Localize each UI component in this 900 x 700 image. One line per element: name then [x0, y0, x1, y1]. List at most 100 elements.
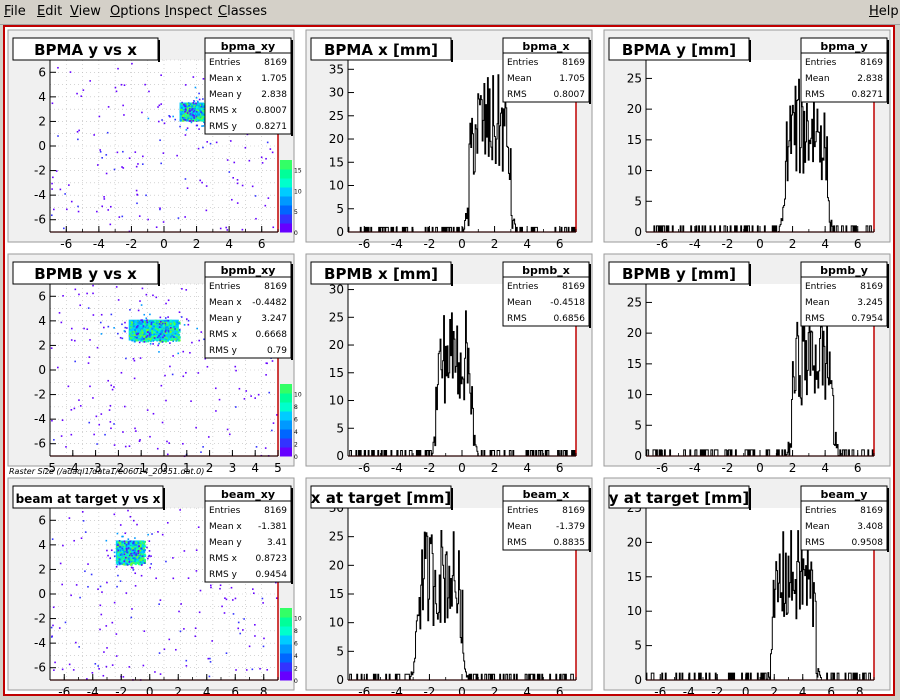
root-canvas[interactable]: Raster Size (/adaql1/data1/e06014_20551.…	[3, 25, 895, 696]
pad-y-at-target[interactable]: -6-4-2024680510152025y at target [mm]bea…	[603, 477, 891, 694]
x-tick-label: -2	[721, 237, 733, 251]
menu-classes[interactable]: Classes	[218, 4, 267, 19]
histogram-canvas[interactable]: Raster Size (/adaql1/data1/e06014_20551.…	[5, 27, 893, 694]
heatmap-halo-cell	[126, 327, 128, 329]
stats-box-frame	[502, 261, 590, 327]
pad-beam-at-target-y-vs-x[interactable]: 0 2 4 6 8 10 -6 -4 -2 0 2 4 6 8 -6 -4 -2 0 2 4 6 beam at targ…	[7, 477, 302, 694]
stats-box[interactable]: beam_x Entries 8169 Mean -1.379 RMS 0.8835	[502, 485, 591, 552]
heatmap-halo-cell	[147, 557, 149, 560]
heatmap-stray-cell	[133, 377, 136, 380]
heatmap-halo-cell	[203, 121, 205, 124]
heatmap-cell	[151, 336, 154, 339]
heatmap-stray-cell	[81, 511, 84, 513]
stats-value: 0.6856	[554, 314, 586, 324]
plot-title: BPMA y [mm]	[622, 41, 736, 59]
palette-tick-label: 6	[294, 416, 298, 423]
menu-view[interactable]: View	[70, 4, 101, 19]
heatmap-cell	[129, 328, 132, 331]
heatmap-cell	[163, 328, 166, 331]
heatmap-halo-cell	[164, 329, 167, 332]
heatmap-cell	[120, 560, 123, 563]
heatmap-cell	[141, 553, 144, 556]
heatmap-cell	[179, 110, 182, 113]
stats-name: beam_y	[821, 488, 868, 501]
heatmap-halo-cell	[148, 554, 151, 557]
stats-box[interactable]: bpma_y Entries 8169 Mean 2.838 RMS 0.8271	[800, 37, 889, 104]
heatmap-stray-cell	[158, 652, 161, 654]
pad-bpmb-y[interactable]: -6 -4 -2 0 2 4 6 0 5 10 15 20 25 BPMB y [mm] bpmb_y Ent…	[603, 253, 891, 475]
heatmap-stray-cell	[195, 549, 198, 552]
menu-options[interactable]: Options	[110, 4, 160, 19]
heatmap-cell	[121, 550, 124, 553]
heatmap-stray-cell	[96, 210, 98, 213]
x-tick-label: -2	[423, 237, 435, 251]
heatmap-stray-cell	[204, 357, 207, 360]
heatmap-cell	[169, 325, 172, 328]
heatmap-cell	[130, 541, 133, 544]
heatmap-cell	[143, 324, 146, 327]
menu-inspect[interactable]: Inspect	[165, 4, 212, 19]
pad-bpma-y[interactable]: -6 -4 -2 0 2 4 6 0 5 10 15 20 25 BPMA y [mm] bpma_y Ent…	[603, 29, 891, 251]
menu-file[interactable]: File	[4, 4, 26, 19]
heatmap-stray-cell	[79, 405, 82, 407]
heatmap-stray-cell	[60, 435, 63, 437]
stats-box[interactable]: bpmb_x Entries 8169 Mean -0.4518 RMS 0.6856	[502, 261, 591, 328]
heatmap-cell	[138, 326, 141, 329]
heatmap-cell	[163, 332, 166, 335]
stats-value: 8169	[860, 506, 883, 516]
heatmap-cell	[178, 333, 181, 336]
heatmap-cell	[169, 319, 172, 322]
palette-bar-segment	[280, 420, 292, 430]
x-tick-label: 5	[274, 461, 282, 475]
y-tick-label: -2	[34, 388, 46, 402]
heatmap-stray-cell	[100, 313, 103, 316]
stats-label: Mean	[805, 298, 830, 308]
menu-help[interactable]: Help	[869, 4, 899, 19]
heatmap-halo-cell	[189, 103, 192, 106]
palette-bar-segment	[280, 662, 292, 672]
heatmap-stray-cell	[102, 674, 105, 677]
heatmap-stray-cell	[276, 414, 278, 416]
y-tick-label: 15	[329, 155, 344, 169]
heatmap-cell	[158, 332, 161, 335]
heatmap-halo-cell	[133, 551, 136, 554]
heatmap-stray-cell	[251, 185, 254, 188]
plot-title: BPMB y vs x	[34, 265, 137, 283]
heatmap-halo-cell	[146, 324, 148, 326]
heatmap-cell	[140, 339, 143, 342]
stats-box[interactable]: bpma_xy Entries 8169 Mean x 1.705 Mean y 2.838…	[204, 37, 293, 136]
heatmap-stray-cell	[141, 287, 144, 290]
heatmap-stray-cell	[92, 284, 94, 287]
pad-bpma-x[interactable]: -6 -4 -2 0 2 4 6 0 5 10 15 20 25 30 35 BPMA x [mm] bpma_…	[305, 29, 593, 251]
heatmap-stray-cell	[198, 339, 201, 342]
heatmap-cell	[146, 329, 149, 332]
stats-box[interactable]: beam_y Entries 8169 Mean 3.408 RMS 0.9508	[800, 485, 889, 552]
menu-edit[interactable]: Edit	[37, 4, 62, 19]
stats-box[interactable]: bpmb_y Entries 8169 Mean 3.245 RMS 0.7954	[800, 261, 889, 328]
stats-box[interactable]: bpma_x Entries 8169 Mean 1.705 RMS 0.8007	[502, 37, 591, 104]
heatmap-stray-cell	[152, 412, 155, 415]
stats-label: Entries	[209, 506, 241, 516]
plot-title: BPMA y vs x	[34, 41, 137, 59]
heatmap-stray-cell	[146, 409, 149, 411]
heatmap-cell	[119, 547, 122, 550]
heatmap-stray-cell	[61, 419, 64, 422]
stats-box[interactable]: beam_xy Entries 8169 Mean x -1.381 Mean y 3.41…	[204, 485, 293, 584]
heatmap-stray-cell	[159, 316, 162, 319]
heatmap-stray-cell	[58, 312, 61, 314]
stats-box[interactable]: bpmb_xy Entries 8169 Mean x -0.4482 Mean y 3.2…	[204, 261, 293, 360]
stats-value: 0.8007	[554, 90, 586, 100]
heatmap-halo-cell	[159, 320, 162, 323]
pad-bpma-y-vs-x[interactable]: 0 5 10 15 -6 -4 -2 0 2 4 6 -6 -4 -2 0 2 4 6 BPMA y vs x bpm…	[7, 29, 302, 251]
heatmap-cell	[171, 333, 174, 336]
pad-x-at-target[interactable]: -6-4-20246051015202530x at target [mm]be…	[305, 477, 593, 694]
x-tick-label: 6	[556, 685, 564, 694]
stats-box-shadow	[291, 488, 293, 584]
heatmap-stray-cell	[136, 202, 138, 205]
heatmap-cell	[130, 559, 133, 562]
heatmap-stray-cell	[125, 592, 128, 594]
heatmap-stray-cell	[92, 292, 94, 295]
heatmap-stray-cell	[94, 663, 97, 665]
